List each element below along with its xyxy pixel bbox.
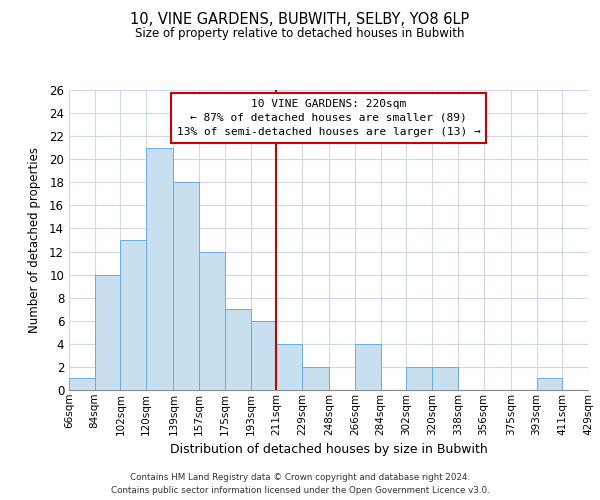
Bar xyxy=(69,378,95,390)
Bar xyxy=(199,252,225,390)
Text: Size of property relative to detached houses in Bubwith: Size of property relative to detached ho… xyxy=(135,28,465,40)
Bar xyxy=(95,274,121,390)
Bar xyxy=(146,148,173,390)
Bar xyxy=(225,309,251,390)
Bar xyxy=(121,240,146,390)
Text: Contains HM Land Registry data © Crown copyright and database right 2024.
Contai: Contains HM Land Registry data © Crown c… xyxy=(110,473,490,495)
Bar xyxy=(432,367,458,390)
Text: 10 VINE GARDENS: 220sqm
← 87% of detached houses are smaller (89)
13% of semi-de: 10 VINE GARDENS: 220sqm ← 87% of detache… xyxy=(176,99,481,137)
Bar xyxy=(277,344,302,390)
Text: 10, VINE GARDENS, BUBWITH, SELBY, YO8 6LP: 10, VINE GARDENS, BUBWITH, SELBY, YO8 6L… xyxy=(130,12,470,28)
Bar xyxy=(355,344,380,390)
Bar xyxy=(406,367,432,390)
Y-axis label: Number of detached properties: Number of detached properties xyxy=(28,147,41,333)
Bar xyxy=(536,378,562,390)
Bar xyxy=(173,182,199,390)
Bar xyxy=(302,367,329,390)
Bar xyxy=(251,321,277,390)
X-axis label: Distribution of detached houses by size in Bubwith: Distribution of detached houses by size … xyxy=(170,443,487,456)
